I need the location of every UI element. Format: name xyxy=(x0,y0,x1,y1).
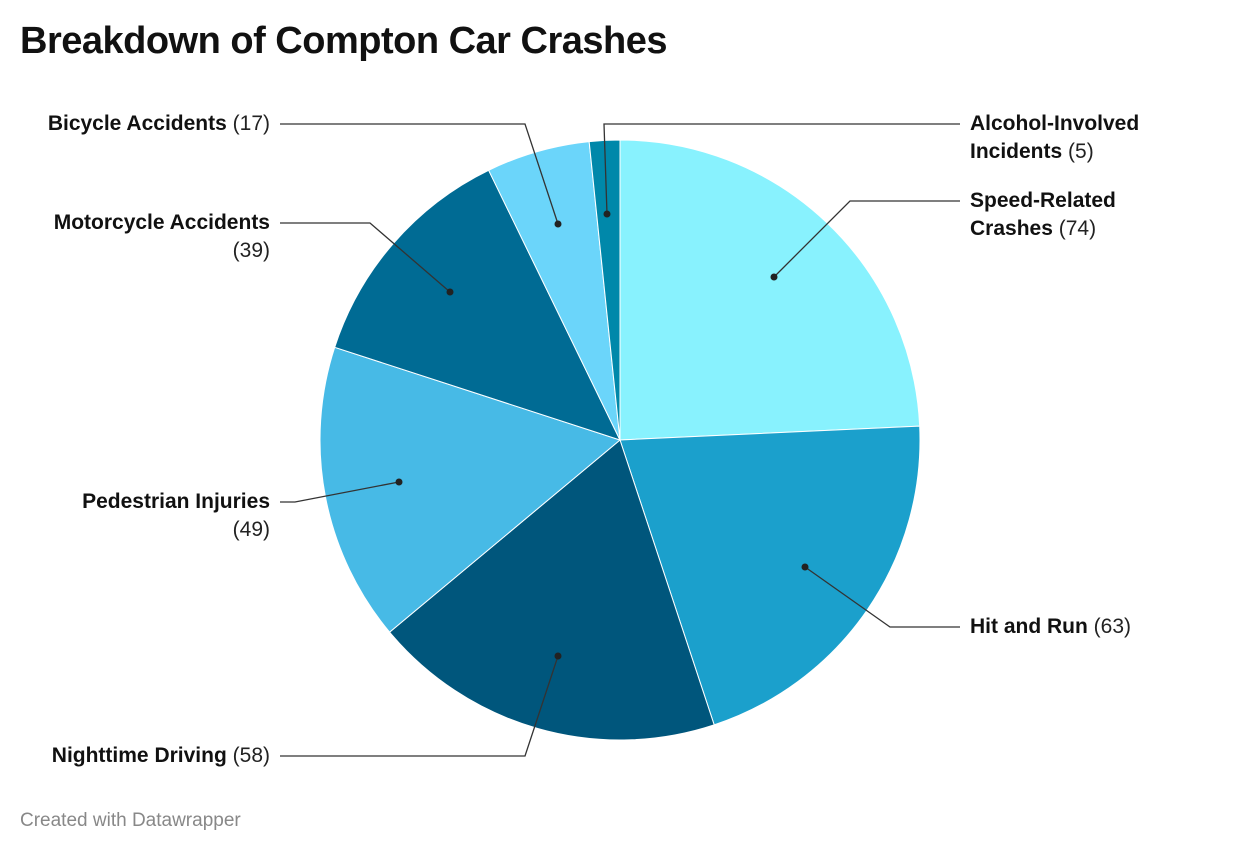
leader-dot xyxy=(770,273,778,281)
pie-slice xyxy=(319,346,622,633)
slice-label-value: (58) xyxy=(232,744,270,767)
slice-label-value: (74) xyxy=(1058,217,1097,240)
pie-slice xyxy=(619,425,921,726)
slice-label-name: Speed-Related Crashes xyxy=(970,189,1116,240)
leader-line xyxy=(280,222,451,293)
slice-label: Alcohol-Involved Incidents (5) xyxy=(970,110,1139,166)
slice-label-name: Nighttime Driving xyxy=(51,744,227,767)
pie-slice xyxy=(619,139,921,441)
slice-label-name: Alcohol-Involved Incidents xyxy=(970,112,1140,163)
pie-slice xyxy=(388,439,715,741)
leader-dot xyxy=(554,652,562,660)
leader-dot xyxy=(801,563,809,571)
leader-dot xyxy=(603,210,611,218)
leader-line xyxy=(280,481,400,503)
slice-label: Bicycle Accidents (17) xyxy=(48,110,270,138)
footer-credit: Created with Datawrapper xyxy=(20,810,241,831)
leader-dot xyxy=(395,478,403,486)
leader-line xyxy=(280,123,559,225)
slice-label-name: Pedestrian Injuries xyxy=(82,490,270,513)
leader-line xyxy=(280,655,559,757)
slice-label: Hit and Run (63) xyxy=(970,613,1131,641)
chart-title: Breakdown of Compton Car Crashes xyxy=(20,20,668,62)
slice-label-value: (5) xyxy=(1068,140,1094,163)
slice-label-value: (63) xyxy=(1093,615,1132,638)
slice-label-value: (49) xyxy=(232,518,270,541)
slice-label-value: (39) xyxy=(232,239,270,262)
leader-dot xyxy=(554,220,562,228)
slice-label-name: Motorcycle Accidents xyxy=(53,211,270,234)
slice-label: Pedestrian Injuries (49) xyxy=(82,488,270,544)
slice-label-name: Hit and Run xyxy=(970,615,1088,638)
leader-line xyxy=(773,200,960,278)
slice-label-name: Bicycle Accidents xyxy=(47,112,227,135)
leader-line xyxy=(804,566,960,628)
slice-label: Speed-Related Crashes (74) xyxy=(970,187,1116,243)
slice-label: Motorcycle Accidents (39) xyxy=(54,209,270,265)
slice-label: Nighttime Driving (58) xyxy=(52,742,270,770)
slice-label-value: (17) xyxy=(232,112,270,135)
leader-line xyxy=(603,123,960,215)
leader-dot xyxy=(446,288,454,296)
